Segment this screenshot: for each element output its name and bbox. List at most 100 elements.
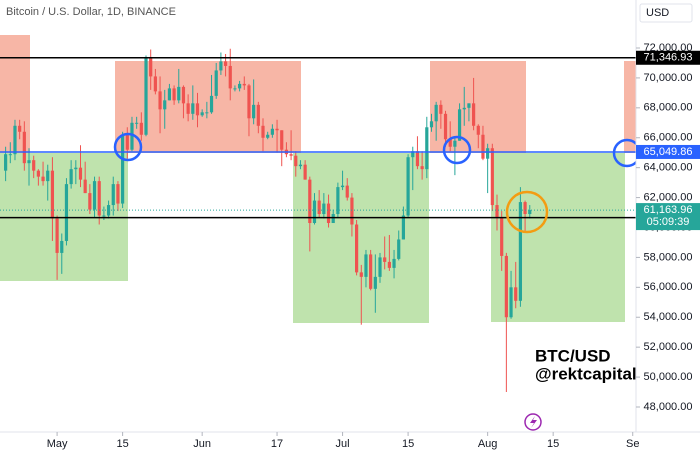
current-circle [505, 190, 549, 234]
annotation: BTC/USD [535, 346, 611, 365]
candle-body [209, 95, 214, 113]
candle-body [378, 257, 382, 277]
candle-body [504, 255, 508, 318]
candle-body [490, 148, 494, 206]
candle-body [167, 88, 172, 101]
candle-body [163, 100, 167, 110]
candle-body [41, 176, 45, 182]
candle-body [270, 128, 274, 135]
y-tick-label: 54,000.00 [644, 311, 693, 323]
candle-body [130, 122, 134, 150]
candle-body [74, 167, 78, 170]
y-tick-label: 68,000.00 [644, 102, 693, 114]
candle-body [462, 107, 466, 110]
candle-body [78, 167, 83, 180]
candle-body [172, 88, 176, 101]
candle-body [22, 131, 26, 164]
x-tick-label: Jul [336, 438, 350, 450]
candle-body [92, 181, 97, 210]
currency[interactable]: USD [646, 7, 669, 19]
y-tick-label: 64,000.00 [644, 162, 693, 174]
candle-body [457, 109, 462, 141]
candle-body [135, 122, 139, 124]
candle-body [36, 170, 40, 177]
price-badge-label: 65,049.86 [644, 146, 693, 158]
candle-body [247, 85, 251, 119]
candle-body [350, 197, 354, 225]
tv-icon-bolt [530, 416, 537, 428]
candle-body [303, 164, 307, 180]
candle-body [317, 200, 321, 215]
y-tick-label: 66,000.00 [644, 132, 693, 144]
zones [0, 35, 636, 323]
candle-body [13, 125, 17, 155]
y-tick-label: 56,000.00 [644, 281, 693, 293]
candle-body [411, 151, 415, 158]
candle-body [523, 202, 527, 215]
candle-body [472, 103, 476, 126]
candle-body [280, 130, 284, 150]
candle-body [331, 214, 335, 224]
candle-body [242, 83, 246, 86]
candle-body [125, 134, 129, 150]
currency-box[interactable] [639, 3, 693, 23]
candle-body [336, 187, 340, 215]
candle-body [55, 218, 59, 253]
candle-body [18, 125, 22, 132]
candle-body [186, 103, 190, 114]
retest-circle [442, 135, 472, 165]
candle-body [139, 122, 143, 135]
candle-body [467, 103, 471, 108]
x-tick-label: Se [626, 438, 639, 450]
chart-title: Bitcoin / U.S. Dollar, 1D, BINANCE [6, 6, 176, 18]
candle-body [383, 257, 387, 262]
candle-body [266, 134, 270, 138]
price-badge [636, 144, 700, 159]
candle-body [205, 112, 209, 114]
support-zone [491, 153, 625, 322]
annotations: BTC/USD @rektcapital [113, 132, 642, 431]
candle-body [111, 184, 115, 206]
candle-body [116, 184, 120, 204]
candle-body [149, 56, 153, 77]
candle-body [289, 154, 293, 156]
plot [0, 48, 636, 393]
retest-circle [113, 132, 143, 162]
candle-body [481, 134, 485, 159]
candle-body [322, 203, 326, 215]
x-tick-label: 15 [547, 438, 559, 450]
candle-body [181, 86, 186, 104]
y-tick-label: 62,000.00 [644, 191, 693, 203]
candle-body [153, 76, 157, 92]
candle-body [275, 128, 279, 131]
candle-body [518, 202, 523, 301]
candle-body [219, 61, 223, 71]
candle-body [397, 239, 401, 259]
candle-body [50, 170, 55, 219]
x-tick-label: 17 [271, 438, 283, 450]
candle-body [228, 65, 232, 89]
candle-body [429, 121, 434, 128]
candle-body [60, 240, 64, 253]
resistance-zone [115, 61, 301, 153]
candle-body [200, 112, 204, 116]
candle-body [443, 113, 448, 140]
candle-body [401, 215, 406, 240]
candle-body [509, 287, 513, 318]
candle-body [340, 185, 345, 188]
candle-body [364, 254, 368, 277]
candle-body [355, 224, 359, 273]
candle-body [214, 70, 218, 96]
candle-body [369, 254, 373, 289]
candle-body [195, 103, 200, 116]
candle-body [238, 83, 242, 89]
last-price-label: 61,163.96 [644, 204, 693, 216]
candle-body [495, 205, 499, 218]
candle-body [294, 155, 298, 167]
candle-body [514, 287, 518, 301]
candle-body [500, 217, 504, 256]
x-tick-label: 15 [116, 438, 128, 450]
candle-body [256, 104, 260, 126]
candle-body [102, 215, 106, 217]
